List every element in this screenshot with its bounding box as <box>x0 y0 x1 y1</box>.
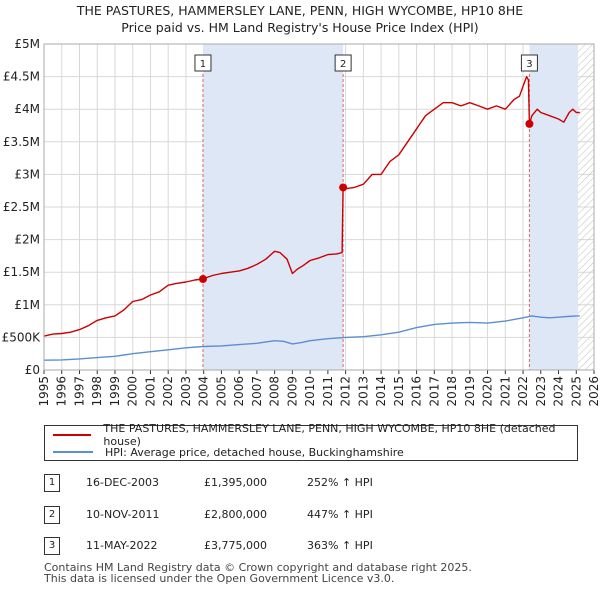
transaction-hpi-change: 363% ↑ HPI <box>307 539 373 552</box>
hpi-line <box>44 315 580 361</box>
y-tick-label: £3M <box>14 167 40 181</box>
x-tick-label: 2004 <box>197 376 211 407</box>
shaded-period <box>529 44 579 370</box>
sale-label-box <box>520 54 538 72</box>
x-tick-label: 2020 <box>481 376 495 407</box>
x-tick-label: 2006 <box>232 376 246 407</box>
sale-label-number: 2 <box>340 59 346 70</box>
x-tick-label: 2002 <box>161 376 175 407</box>
x-tick-label: 1999 <box>108 376 122 407</box>
sale-label-box <box>334 54 352 72</box>
x-tick-label: 2018 <box>445 376 459 407</box>
x-tick-label: 2024 <box>552 376 566 407</box>
x-tick-label: 2008 <box>268 376 282 407</box>
y-tick-label: £2M <box>14 233 40 247</box>
legend-item-hpi: HPI: Average price, detached house, Buck… <box>53 444 404 460</box>
footer-copyright: Contains HM Land Registry data © Crown c… <box>44 561 472 574</box>
sale-point <box>525 119 534 128</box>
transaction-price: £2,800,000 <box>204 508 267 521</box>
x-tick-label: 2001 <box>143 376 157 407</box>
x-tick-label: 2017 <box>427 376 441 407</box>
x-tick-label: 1995 <box>37 376 51 407</box>
property-line-swatch <box>53 434 92 436</box>
x-tick-label: 2019 <box>463 376 477 407</box>
x-tick-label: 2010 <box>303 376 317 407</box>
transaction-number-badge: 3 <box>44 537 60 555</box>
y-tick-label: £3.5M <box>3 135 40 149</box>
transaction-date: 10-NOV-2011 <box>86 508 160 521</box>
x-tick-label: 2007 <box>250 376 264 407</box>
hpi-line-swatch <box>53 451 93 453</box>
x-tick-label: 1996 <box>55 376 69 407</box>
x-tick-label: 2014 <box>374 376 388 407</box>
x-tick-label: 2015 <box>392 376 406 407</box>
x-tick-label: 2021 <box>498 376 512 407</box>
x-tick-label: 2005 <box>214 376 228 407</box>
x-tick-label: 2026 <box>587 376 600 407</box>
y-tick-label: £1M <box>14 298 40 312</box>
legend-hpi-label: HPI: Average price, detached house, Buck… <box>105 445 404 459</box>
x-tick-label: 1998 <box>90 376 104 407</box>
legend: THE PASTURES, HAMMERSLEY LANE, PENN, HIG… <box>44 422 578 461</box>
x-tick-label: 2022 <box>516 376 530 407</box>
x-tick-label: 2013 <box>356 376 370 407</box>
x-tick-label: 2009 <box>285 376 299 407</box>
sale-label-number: 1 <box>200 59 206 70</box>
chart-subtitle: Price paid vs. HM Land Registry's House … <box>121 20 479 35</box>
x-tick-label: 2011 <box>321 376 335 407</box>
chart-title: THE PASTURES, HAMMERSLEY LANE, PENN, HIG… <box>76 3 524 18</box>
y-tick-label: £4M <box>14 102 40 116</box>
property-price-line <box>44 75 580 337</box>
transaction-price: £1,395,000 <box>204 476 267 489</box>
transaction-hpi-change: 447% ↑ HPI <box>307 508 373 521</box>
y-tick-label: £4.5M <box>3 70 40 84</box>
shaded-period <box>202 44 344 370</box>
transaction-number-badge: 1 <box>44 474 60 492</box>
x-tick-label: 2025 <box>569 376 583 407</box>
x-tick-label: 2000 <box>126 376 140 407</box>
transaction-number-badge: 2 <box>44 506 60 524</box>
x-tick-label: 2023 <box>534 376 548 407</box>
sale-point <box>198 275 207 284</box>
sale-point <box>339 183 348 192</box>
transaction-price: £3,775,000 <box>204 539 267 552</box>
legend-property-label: THE PASTURES, HAMMERSLEY LANE, PENN, HIG… <box>103 422 556 448</box>
transaction-date: 16-DEC-2003 <box>86 476 160 489</box>
transaction-date: 11-MAY-2022 <box>86 539 158 552</box>
x-tick-label: 1997 <box>72 376 86 407</box>
x-tick-label: 2016 <box>410 376 424 407</box>
price-chart: 1 2 3 £0 £500K £1M £1.5M £2M £2.5M £3M £3.5M £4M £4… <box>2 37 600 407</box>
legend-item-property: THE PASTURES, HAMMERSLEY LANE, PENN, HIG… <box>53 422 577 448</box>
forecast-hatch <box>578 44 594 370</box>
y-tick-label: £1.5M <box>3 265 40 279</box>
y-tick-label: £5M <box>14 37 40 51</box>
x-tick-label: 2003 <box>179 376 193 407</box>
y-tick-label: £2.5M <box>3 200 40 214</box>
x-tick-label: 2012 <box>339 376 353 407</box>
transaction-hpi-change: 252% ↑ HPI <box>307 476 373 489</box>
y-tick-label: £500K <box>2 330 42 344</box>
sale-label-number: 3 <box>526 59 532 70</box>
sale-label-box <box>194 54 212 72</box>
y-tick-label: £0 <box>25 363 40 377</box>
footer-licence: This data is licensed under the Open Gov… <box>44 572 395 585</box>
plot-frame <box>43 43 595 371</box>
